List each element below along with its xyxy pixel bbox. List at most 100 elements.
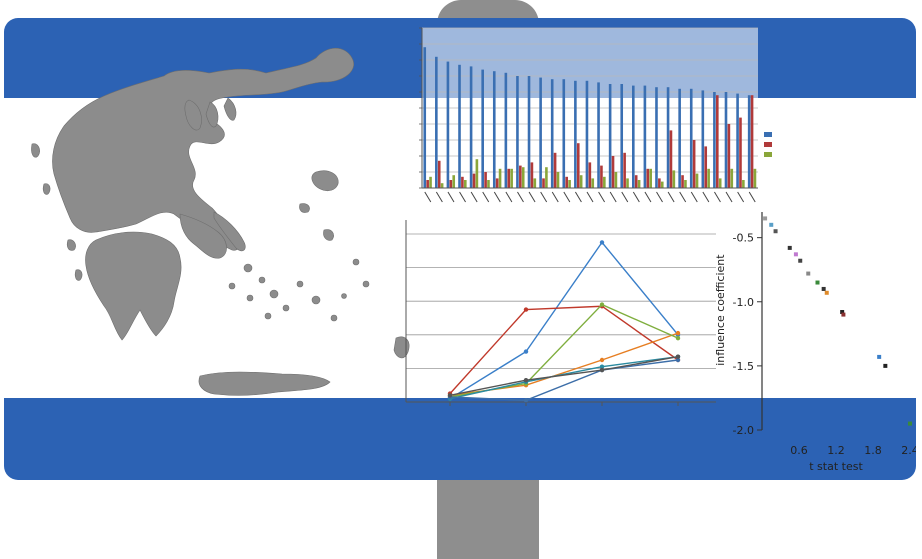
bar (530, 162, 534, 188)
bar (684, 180, 687, 188)
bar (521, 167, 525, 188)
scatter-x-tick-label: 1.2 (827, 444, 845, 457)
bar (727, 124, 731, 188)
bar-x-tick (748, 191, 756, 203)
line-chart (405, 220, 716, 406)
bar (603, 176, 606, 188)
line-series (449, 359, 679, 402)
line-point (675, 354, 681, 359)
bar (542, 178, 545, 188)
bar (556, 172, 560, 188)
bar (469, 66, 473, 188)
bar (426, 180, 429, 188)
bar-x-tick (690, 191, 698, 203)
bar (643, 85, 647, 188)
line-point (599, 364, 605, 369)
scatter-x-tick-label: 0.6 (790, 444, 808, 457)
scatter-point (815, 280, 820, 285)
line-point (675, 335, 681, 341)
bar (646, 168, 650, 188)
line-point (447, 393, 453, 398)
bar (666, 87, 670, 188)
line-point (523, 349, 529, 354)
bar (637, 180, 641, 188)
bar (527, 76, 531, 188)
bar-x-tick (609, 191, 617, 203)
bar (681, 175, 684, 188)
bar-x-tick (563, 191, 571, 203)
line-point (523, 398, 529, 403)
bar (539, 77, 542, 188)
bar-x-tick (470, 191, 478, 203)
bar (576, 143, 580, 188)
line-point (599, 357, 605, 363)
bar (568, 180, 571, 188)
bar (472, 173, 476, 188)
bar-x-tick (528, 191, 536, 203)
bar-x-tick (540, 191, 548, 203)
scatter-y-tick-label: -1.0 (733, 296, 754, 309)
scatter-x-label: t stat test (809, 460, 863, 473)
bar (423, 47, 427, 189)
scatter-point (806, 271, 811, 276)
bar-legend-swatch (764, 152, 772, 157)
bar-x-tick (632, 191, 640, 203)
bar (498, 168, 502, 188)
bar (516, 76, 519, 188)
bar (487, 180, 490, 188)
bar (655, 87, 658, 188)
bar-x-tick (598, 191, 606, 203)
bar (507, 168, 511, 188)
bar-x-tick (447, 191, 455, 203)
sign-board: -0.5 -1.0 -1.5 -2.0 0.6 1.2 1.8 2.4 t stat test i… (4, 18, 916, 480)
bar (585, 80, 589, 188)
line-series (449, 303, 679, 398)
scatter-y-tick-label: -0.5 (733, 232, 754, 245)
bar (724, 92, 728, 188)
scatter-point (769, 222, 774, 227)
bar-x-tick (714, 191, 721, 203)
bar-x-tick (493, 191, 501, 203)
bar-x-tick (574, 191, 582, 203)
bar-x-tick (702, 191, 710, 203)
line-point (523, 377, 529, 383)
bar (550, 79, 554, 188)
bar (623, 152, 626, 188)
bar-x-tick (644, 191, 652, 203)
bar (678, 88, 681, 188)
line-series (449, 355, 679, 396)
scatter-point (877, 354, 882, 359)
bar (742, 180, 745, 188)
bar (562, 79, 566, 188)
scatter-point (883, 363, 888, 368)
bar-legend-swatch (764, 142, 772, 147)
bar-chart (419, 27, 772, 203)
bar (600, 165, 603, 188)
bar (707, 168, 710, 188)
bar-x-tick (424, 191, 432, 203)
scatter-chart: -0.5 -1.0 -1.5 -2.0 0.6 1.2 1.8 2.4 t stat test i… (714, 212, 916, 473)
bar-x-tick (505, 191, 513, 203)
scatter-point (841, 312, 846, 317)
flag-band-bottom (4, 398, 916, 480)
bar (591, 178, 595, 188)
bar (704, 146, 708, 188)
bar (440, 183, 444, 188)
bar (464, 180, 467, 188)
scatter-x-tick-label: 2.4 (901, 444, 916, 457)
line-series (449, 355, 679, 400)
bar (695, 173, 699, 188)
bar (579, 175, 583, 188)
scatter-x-tick-label: 1.8 (864, 444, 882, 457)
bar (461, 176, 464, 188)
bar (446, 61, 450, 188)
bar-x-tick (737, 191, 745, 203)
bar (620, 84, 624, 188)
scatter-point (824, 290, 829, 295)
line-series (449, 241, 679, 400)
bar-x-tick (621, 191, 629, 203)
bar-x-tick (679, 191, 687, 203)
scatter-point (773, 229, 778, 234)
line-point (675, 357, 681, 363)
bar-x-tick (551, 191, 559, 203)
